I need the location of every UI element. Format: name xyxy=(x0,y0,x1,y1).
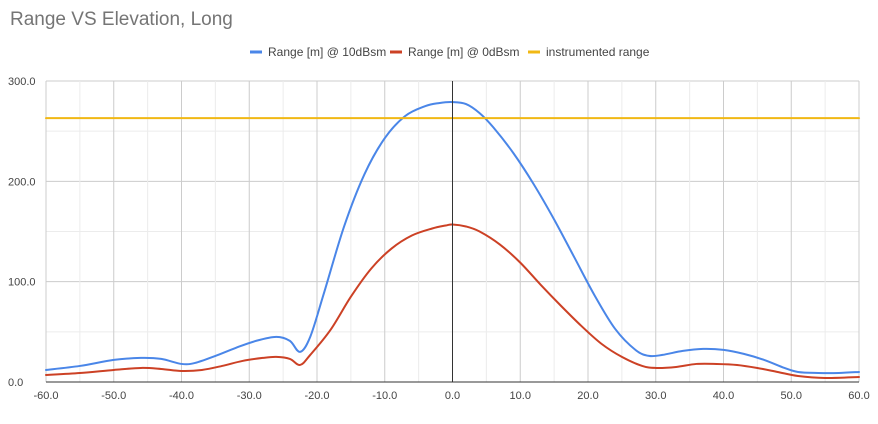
y-tick-label: 0.0 xyxy=(8,377,23,389)
series-line-range-m-10dbsm xyxy=(45,101,860,375)
x-tick-label: 30.0 xyxy=(645,390,666,402)
legend-label: instrumented range xyxy=(546,45,650,59)
x-tick-label: 60.0 xyxy=(848,390,869,402)
x-tick-label: 20.0 xyxy=(577,390,598,402)
y-tick-label: 300.0 xyxy=(8,76,36,88)
x-tick-label: 0.0 xyxy=(445,390,460,402)
series-line-range-m-0dbsm xyxy=(45,223,860,379)
legend-item: instrumented range xyxy=(528,45,650,59)
x-tick-label: -60.0 xyxy=(33,390,58,402)
x-tick-label: 10.0 xyxy=(510,390,531,402)
x-tick-label: 50.0 xyxy=(781,390,802,402)
x-tick-label: -30.0 xyxy=(237,390,262,402)
legend-item: Range [m] @ 10dBsm xyxy=(250,45,386,59)
chart-title: Range VS Elevation, Long xyxy=(10,9,233,30)
legend-item: Range [m] @ 0dBsm xyxy=(390,45,520,59)
y-tick-label: 200.0 xyxy=(8,176,36,188)
x-tick-label: -50.0 xyxy=(101,390,126,402)
x-tick-label: -40.0 xyxy=(169,390,194,402)
x-tick-label: 40.0 xyxy=(713,390,734,402)
legend-label: Range [m] @ 10dBsm xyxy=(268,45,386,59)
legend-label: Range [m] @ 0dBsm xyxy=(408,45,520,59)
y-tick-label: 100.0 xyxy=(8,277,36,289)
legend: Range [m] @ 10dBsm Range [m] @ 0dBsm instr… xyxy=(250,45,650,59)
x-tick-label: -10.0 xyxy=(372,390,397,402)
x-tick-label: -20.0 xyxy=(304,390,329,402)
axis-layer: -60.0 -50.0 -40.0 -30.0 -20.0 -10.0 0.0 10.0 20.… xyxy=(8,76,870,402)
